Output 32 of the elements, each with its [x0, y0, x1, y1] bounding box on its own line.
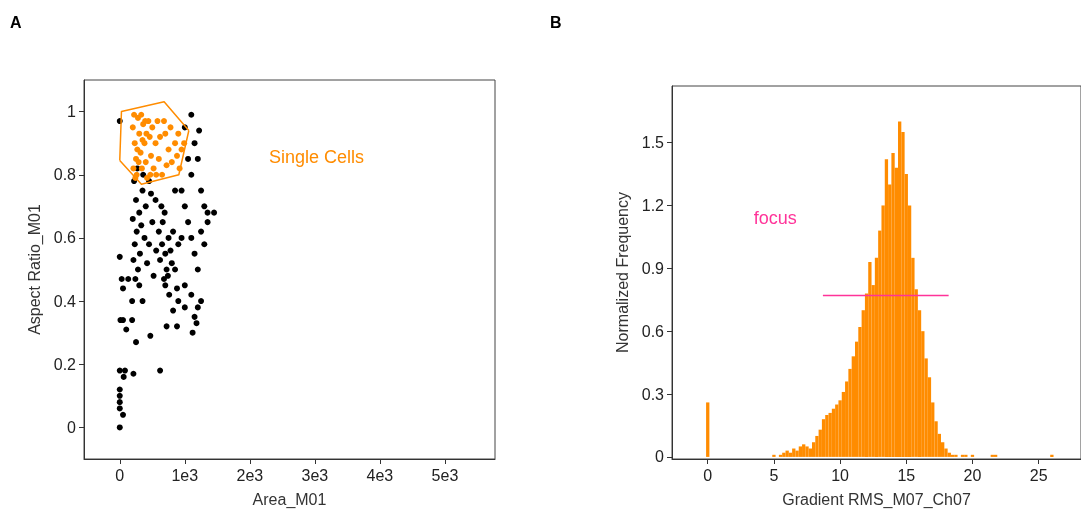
y-tick-label: 1.2 — [641, 196, 665, 214]
x-tick-label: 3e3 — [301, 466, 329, 484]
x-tick-label: 0 — [115, 466, 125, 484]
chart-title: B — [550, 13, 562, 31]
annotation: Single Cells — [268, 147, 364, 168]
y-tick-label: 1.5 — [641, 134, 665, 152]
y-tick-label: 0.9 — [641, 259, 665, 277]
annotation: focus — [753, 208, 797, 229]
y-tick-label: 1 — [67, 103, 77, 121]
x-axis-title: Gradient RMS_M07_Ch07 — [782, 490, 971, 509]
x-tick-label: 4e3 — [366, 466, 394, 484]
x-tick-label: 5 — [769, 466, 779, 484]
x-axis-title: Area_M01 — [252, 490, 327, 509]
y-tick-label: 0.3 — [641, 385, 665, 403]
y-tick-label: 0 — [655, 448, 665, 466]
y-tick-label: 0.6 — [641, 322, 665, 340]
y-tick-label: 0.4 — [53, 292, 77, 310]
y-tick-label: 0.6 — [53, 229, 77, 247]
y-tick-label: 0.8 — [53, 166, 77, 184]
x-tick-label: 5e3 — [431, 466, 459, 484]
x-tick-label: 15 — [897, 466, 916, 484]
y-tick-label: 0.2 — [53, 355, 77, 373]
y-axis-title: Aspect Ratio_M01 — [25, 204, 44, 335]
x-tick-label: 10 — [831, 466, 850, 484]
x-tick-label: 1e3 — [171, 466, 199, 484]
chart-title: A — [10, 13, 22, 31]
y-tick-label: 0 — [67, 418, 77, 436]
x-tick-label: 25 — [1029, 466, 1048, 484]
y-axis-title: Normalized Frequency — [613, 192, 631, 353]
x-tick-label: 2e3 — [236, 466, 264, 484]
x-tick-label: 20 — [963, 466, 982, 484]
x-tick-label: 0 — [703, 466, 713, 484]
